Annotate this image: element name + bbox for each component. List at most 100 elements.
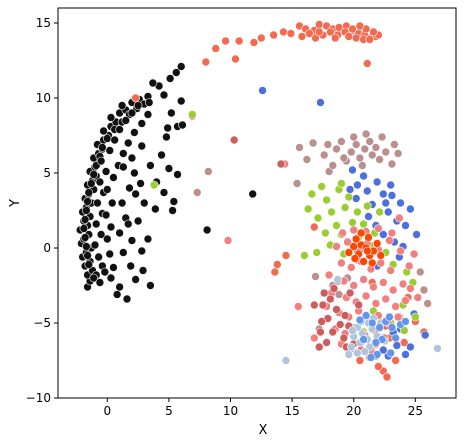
data-point-rosybrown <box>349 132 359 142</box>
data-point-indianred <box>314 342 324 352</box>
data-point-lightsteelblue <box>346 342 356 352</box>
data-point-rosybrown <box>375 155 384 164</box>
data-point-cornflowerblue <box>359 335 368 344</box>
data-point-black <box>91 219 101 229</box>
data-point-yellowgreen <box>312 248 322 257</box>
data-point-rosybrown <box>351 140 361 149</box>
data-point-lightsteelblue <box>353 348 362 358</box>
data-point-black <box>137 246 147 256</box>
data-point-orangered <box>350 254 360 263</box>
data-point-tomato <box>231 54 240 64</box>
data-point-royalblue <box>258 86 267 95</box>
data-point-royalblue <box>379 230 388 239</box>
data-point-rosybrown <box>361 129 371 139</box>
x-tick-label: 20 <box>346 404 361 418</box>
data-point-rosybrown <box>419 285 429 295</box>
y-tick-label: 5 <box>43 166 51 180</box>
x-tick-label: 10 <box>223 404 238 418</box>
data-point-black <box>102 185 112 194</box>
data-point-royalblue <box>351 194 361 203</box>
data-point-rosybrown <box>358 161 367 170</box>
data-point-black <box>106 113 116 122</box>
data-point-yellowgreen <box>317 182 326 191</box>
y-axis-label: Y <box>8 199 23 208</box>
data-point-black <box>96 230 106 239</box>
data-point-yellowgreen <box>362 201 372 211</box>
data-point-black <box>143 234 153 244</box>
data-point-tomato <box>131 93 140 103</box>
data-point-lightcoral <box>324 270 334 280</box>
data-point-indianred <box>328 327 338 337</box>
x-tick-label: 25 <box>408 404 423 418</box>
data-point-lightcoral <box>381 294 391 304</box>
data-point-black <box>83 197 92 206</box>
data-point-tomato <box>281 251 291 260</box>
data-point-indianred <box>229 135 239 145</box>
y-tick-label: −10 <box>26 391 51 405</box>
data-point-lightcoral <box>293 302 303 311</box>
x-tick-label: 5 <box>165 404 173 418</box>
data-point-black <box>131 275 140 284</box>
data-point-lightcoral <box>398 279 408 289</box>
data-point-rosybrown <box>192 188 202 197</box>
data-point-black <box>163 123 172 133</box>
data-point-black <box>165 74 175 83</box>
data-point-cornflowerblue <box>385 312 394 322</box>
x-axis-ticks: 0 5 10 15 20 25 <box>103 398 423 418</box>
x-tick-label: 15 <box>284 404 299 418</box>
data-point-rosybrown <box>302 155 312 164</box>
data-point-rosybrown <box>292 179 302 188</box>
data-point-tomato <box>269 30 278 40</box>
data-point-indianred <box>329 284 339 293</box>
data-point-tomato <box>273 260 282 269</box>
data-point-tomato <box>348 24 357 34</box>
data-point-yellowgreen <box>375 207 384 217</box>
data-point-black <box>84 260 94 269</box>
data-point-rosybrown <box>332 144 341 154</box>
data-point-lightcoral <box>391 302 400 311</box>
data-point-black <box>176 96 186 106</box>
data-point-cornflowerblue <box>387 323 397 332</box>
data-point-royalblue <box>348 165 357 175</box>
data-point-black <box>105 249 115 259</box>
data-point-black <box>95 278 105 287</box>
data-point-tomato <box>201 57 211 67</box>
data-point-lightcoral <box>349 225 359 235</box>
plot-frame <box>57 7 457 399</box>
data-point-rosybrown <box>423 299 432 308</box>
data-point-black <box>82 242 91 251</box>
y-tick-label: 0 <box>43 241 51 255</box>
data-point-indianred <box>316 327 325 337</box>
data-point-black <box>101 210 111 220</box>
data-point-yellowgreen <box>332 221 341 230</box>
data-point-black <box>101 167 111 176</box>
data-point-rosybrown <box>204 167 213 176</box>
data-point-indianred <box>318 300 328 310</box>
data-point-black <box>93 198 102 208</box>
data-point-black <box>138 266 148 275</box>
data-point-royalblue <box>406 204 415 214</box>
data-point-rosybrown <box>339 153 349 163</box>
data-point-lightcoral <box>395 213 404 223</box>
data-point-black <box>157 150 166 160</box>
data-point-lightcoral <box>369 282 378 292</box>
data-point-lightsteelblue <box>360 347 370 356</box>
data-point-black <box>98 143 107 152</box>
data-point-lightsteelblue <box>344 350 354 359</box>
data-point-black <box>159 188 169 197</box>
data-point-black <box>109 263 118 272</box>
data-point-royalblue <box>420 330 430 340</box>
x-tick-label: 0 <box>103 404 111 418</box>
data-point-yellowgreen <box>337 179 346 188</box>
data-point-yellowgreen <box>327 207 336 217</box>
data-point-yellowgreen <box>300 251 309 260</box>
data-point-tomato <box>257 33 266 43</box>
data-point-black <box>119 149 128 158</box>
data-point-black <box>127 236 137 245</box>
data-point-royalblue <box>412 230 421 239</box>
data-point-indianred <box>340 311 350 320</box>
data-point-black <box>159 90 169 100</box>
data-point-cornflowerblue <box>367 318 377 328</box>
data-point-rosybrown <box>308 138 318 148</box>
data-point-black <box>137 119 147 128</box>
